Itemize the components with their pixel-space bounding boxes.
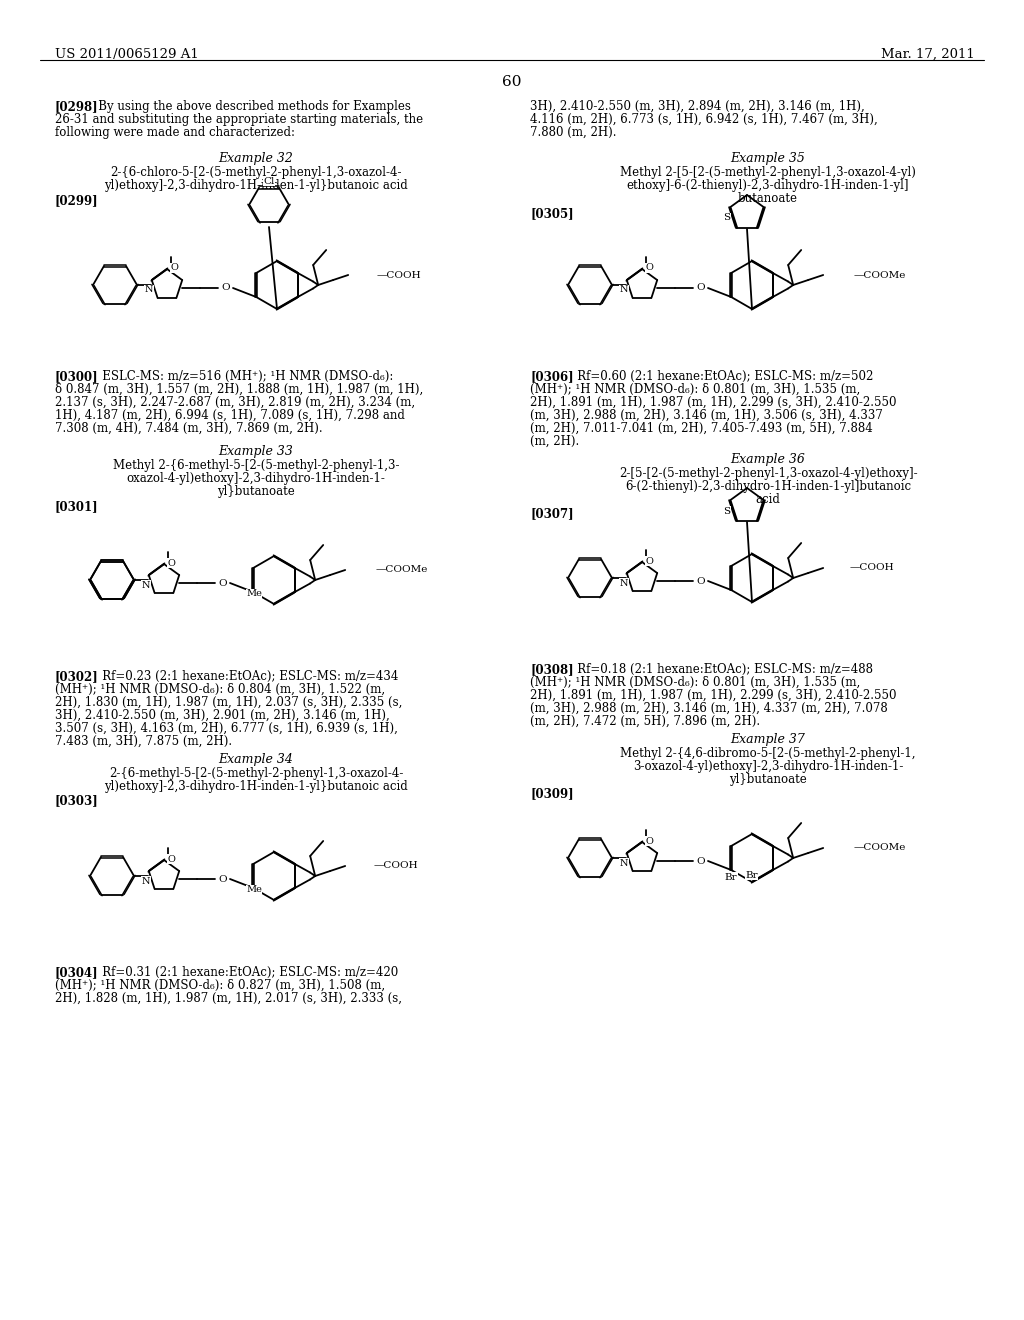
Text: (m, 2H), 7.472 (m, 5H), 7.896 (m, 2H).: (m, 2H), 7.472 (m, 5H), 7.896 (m, 2H). [530,715,760,729]
Text: S: S [723,507,730,516]
Text: N: N [141,876,151,886]
Text: 26-31 and substituting the appropriate starting materials, the: 26-31 and substituting the appropriate s… [55,114,423,125]
Text: —COOMe: —COOMe [375,565,428,574]
Text: [0302]: [0302] [55,671,98,682]
Text: O: O [696,857,706,866]
Text: 7.483 (m, 3H), 7.875 (m, 2H).: 7.483 (m, 3H), 7.875 (m, 2H). [55,735,232,748]
Text: Rf=0.31 (2:1 hexane:EtOAc); ESLC-MS: m/z=420: Rf=0.31 (2:1 hexane:EtOAc); ESLC-MS: m/z… [91,966,398,979]
Text: 6-(2-thienyl)-2,3-dihydro-1H-inden-1-yl]butanoic: 6-(2-thienyl)-2,3-dihydro-1H-inden-1-yl]… [625,480,911,492]
Text: O: O [696,577,706,586]
Text: Me: Me [246,886,262,895]
Text: 2H), 1.830 (m, 1H), 1.987 (m, 1H), 2.037 (s, 3H), 2.335 (s,: 2H), 1.830 (m, 1H), 1.987 (m, 1H), 2.037… [55,696,402,709]
Text: 3.507 (s, 3H), 4.163 (m, 2H), 6.777 (s, 1H), 6.939 (s, 1H),: 3.507 (s, 3H), 4.163 (m, 2H), 6.777 (s, … [55,722,398,735]
Text: 2H), 1.828 (m, 1H), 1.987 (m, 1H), 2.017 (s, 3H), 2.333 (s,: 2H), 1.828 (m, 1H), 1.987 (m, 1H), 2.017… [55,993,402,1005]
Text: US 2011/0065129 A1: US 2011/0065129 A1 [55,48,199,61]
Text: 60: 60 [502,75,522,88]
Text: yl)ethoxy]-2,3-dihydro-1H-inden-1-yl}butanoic acid: yl)ethoxy]-2,3-dihydro-1H-inden-1-yl}but… [104,180,408,191]
Text: 2-{6-methyl-5-[2-(5-methyl-2-phenyl-1,3-oxazol-4-: 2-{6-methyl-5-[2-(5-methyl-2-phenyl-1,3-… [109,767,403,780]
Text: 2-{6-chloro-5-[2-(5-methyl-2-phenyl-1,3-oxazol-4-: 2-{6-chloro-5-[2-(5-methyl-2-phenyl-1,3-… [111,166,401,180]
Text: (MH⁺); ¹H NMR (DMSO-d₆): δ 0.801 (m, 3H), 1.535 (m,: (MH⁺); ¹H NMR (DMSO-d₆): δ 0.801 (m, 3H)… [530,383,860,396]
Text: [0305]: [0305] [530,207,573,220]
Text: 2H), 1.891 (m, 1H), 1.987 (m, 1H), 2.299 (s, 3H), 2.410-2.550: 2H), 1.891 (m, 1H), 1.987 (m, 1H), 2.299… [530,689,896,702]
Text: (m, 3H), 2.988 (m, 2H), 3.146 (m, 1H), 4.337 (m, 2H), 7.078: (m, 3H), 2.988 (m, 2H), 3.146 (m, 1H), 4… [530,702,888,715]
Text: O: O [167,854,175,863]
Text: [0304]: [0304] [55,966,98,979]
Text: Rf=0.60 (2:1 hexane:EtOAc); ESLC-MS: m/z=502: Rf=0.60 (2:1 hexane:EtOAc); ESLC-MS: m/z… [566,370,873,383]
Text: O: O [167,558,175,568]
Text: —COOH: —COOH [376,271,421,280]
Text: —COOH: —COOH [849,564,894,573]
Text: Rf=0.23 (2:1 hexane:EtOAc); ESLC-MS: m/z=434: Rf=0.23 (2:1 hexane:EtOAc); ESLC-MS: m/z… [91,671,398,682]
Text: (m, 2H), 7.011-7.041 (m, 2H), 7.405-7.493 (m, 5H), 7.884: (m, 2H), 7.011-7.041 (m, 2H), 7.405-7.49… [530,422,872,436]
Text: O: O [645,264,653,272]
Text: oxazol-4-yl)ethoxy]-2,3-dihydro-1H-inden-1-: oxazol-4-yl)ethoxy]-2,3-dihydro-1H-inden… [127,473,385,484]
Text: butanoate: butanoate [738,191,798,205]
Text: 2.137 (s, 3H), 2.247-2.687 (m, 3H), 2.819 (m, 2H), 3.234 (m,: 2.137 (s, 3H), 2.247-2.687 (m, 3H), 2.81… [55,396,415,409]
Text: —COOMe: —COOMe [853,271,905,280]
Text: (m, 3H), 2.988 (m, 2H), 3.146 (m, 1H), 3.506 (s, 3H), 4.337: (m, 3H), 2.988 (m, 2H), 3.146 (m, 1H), 3… [530,409,883,422]
Text: (MH⁺); ¹H NMR (DMSO-d₆): δ 0.801 (m, 3H), 1.535 (m,: (MH⁺); ¹H NMR (DMSO-d₆): δ 0.801 (m, 3H)… [530,676,860,689]
Text: 1H), 4.187 (m, 2H), 6.994 (s, 1H), 7.089 (s, 1H), 7.298 and: 1H), 4.187 (m, 2H), 6.994 (s, 1H), 7.089… [55,409,404,422]
Text: O: O [696,284,706,293]
Text: (m, 2H).: (m, 2H). [530,436,580,447]
Text: [0309]: [0309] [530,787,573,800]
Text: Mar. 17, 2011: Mar. 17, 2011 [882,48,975,61]
Text: Methyl 2-[5-[2-(5-methyl-2-phenyl-1,3-oxazol-4-yl): Methyl 2-[5-[2-(5-methyl-2-phenyl-1,3-ox… [621,166,915,180]
Text: Example 37: Example 37 [730,733,806,746]
Text: 3-oxazol-4-yl)ethoxy]-2,3-dihydro-1H-inden-1-: 3-oxazol-4-yl)ethoxy]-2,3-dihydro-1H-ind… [633,760,903,774]
Text: [0308]: [0308] [530,663,573,676]
Text: O: O [645,557,653,565]
Text: N: N [620,578,629,587]
Text: Example 36: Example 36 [730,453,806,466]
Text: Rf=0.18 (2:1 hexane:EtOAc); ESLC-MS: m/z=488: Rf=0.18 (2:1 hexane:EtOAc); ESLC-MS: m/z… [566,663,873,676]
Text: 2H), 1.891 (m, 1H), 1.987 (m, 1H), 2.299 (s, 3H), 2.410-2.550: 2H), 1.891 (m, 1H), 1.987 (m, 1H), 2.299… [530,396,896,409]
Text: Cl: Cl [263,177,274,186]
Text: [0299]: [0299] [55,194,98,207]
Text: acid: acid [756,492,780,506]
Text: yl}butanoate: yl}butanoate [729,774,807,785]
Text: (MH⁺); ¹H NMR (DMSO-d₆): δ 0.827 (m, 3H), 1.508 (m,: (MH⁺); ¹H NMR (DMSO-d₆): δ 0.827 (m, 3H)… [55,979,385,993]
Text: ESLC-MS: m/z=516 (MH⁺); ¹H NMR (DMSO-d₆):: ESLC-MS: m/z=516 (MH⁺); ¹H NMR (DMSO-d₆)… [91,370,393,383]
Text: Br: Br [724,873,737,882]
Text: N: N [620,858,629,867]
Text: Example 32: Example 32 [218,152,294,165]
Text: 2-[5-[2-(5-methyl-2-phenyl-1,3-oxazol-4-yl)ethoxy]-: 2-[5-[2-(5-methyl-2-phenyl-1,3-oxazol-4-… [618,467,918,480]
Text: [0301]: [0301] [55,500,98,513]
Text: following were made and characterized:: following were made and characterized: [55,125,295,139]
Text: N: N [141,581,151,590]
Text: [0306]: [0306] [530,370,573,383]
Text: O: O [645,837,653,846]
Text: O: O [219,578,227,587]
Text: δ 0.847 (m, 3H), 1.557 (m, 2H), 1.888 (m, 1H), 1.987 (m, 1H),: δ 0.847 (m, 3H), 1.557 (m, 2H), 1.888 (m… [55,383,423,396]
Text: yl}butanoate: yl}butanoate [217,484,295,498]
Text: S: S [723,214,730,223]
Text: (MH⁺); ¹H NMR (DMSO-d₆): δ 0.804 (m, 3H), 1.522 (m,: (MH⁺); ¹H NMR (DMSO-d₆): δ 0.804 (m, 3H)… [55,682,385,696]
Text: [0307]: [0307] [530,507,573,520]
Text: Methyl 2-{6-methyl-5-[2-(5-methyl-2-phenyl-1,3-: Methyl 2-{6-methyl-5-[2-(5-methyl-2-phen… [113,459,399,473]
Text: 4.116 (m, 2H), 6.773 (s, 1H), 6.942 (s, 1H), 7.467 (m, 3H),: 4.116 (m, 2H), 6.773 (s, 1H), 6.942 (s, … [530,114,878,125]
Text: 3H), 2.410-2.550 (m, 3H), 2.901 (m, 2H), 3.146 (m, 1H),: 3H), 2.410-2.550 (m, 3H), 2.901 (m, 2H),… [55,709,390,722]
Text: N: N [620,285,629,294]
Text: 7.880 (m, 2H).: 7.880 (m, 2H). [530,125,616,139]
Text: —COOMe: —COOMe [853,843,905,853]
Text: yl)ethoxy]-2,3-dihydro-1H-inden-1-yl}butanoic acid: yl)ethoxy]-2,3-dihydro-1H-inden-1-yl}but… [104,780,408,793]
Text: Example 34: Example 34 [218,752,294,766]
Text: Example 35: Example 35 [730,152,806,165]
Text: [0298]: [0298] [55,100,98,114]
Text: —COOH: —COOH [373,862,418,870]
Text: Example 33: Example 33 [218,445,294,458]
Text: By using the above described methods for Examples: By using the above described methods for… [87,100,411,114]
Text: 3H), 2.410-2.550 (m, 3H), 2.894 (m, 2H), 3.146 (m, 1H),: 3H), 2.410-2.550 (m, 3H), 2.894 (m, 2H),… [530,100,864,114]
Text: 7.308 (m, 4H), 7.484 (m, 3H), 7.869 (m, 2H).: 7.308 (m, 4H), 7.484 (m, 3H), 7.869 (m, … [55,422,323,436]
Text: [0303]: [0303] [55,795,98,807]
Text: N: N [144,285,154,294]
Text: Me: Me [246,590,262,598]
Text: Methyl 2-{4,6-dibromo-5-[2-(5-methyl-2-phenyl-1,: Methyl 2-{4,6-dibromo-5-[2-(5-methyl-2-p… [621,747,915,760]
Text: ethoxy]-6-(2-thienyl)-2,3-dihydro-1H-inden-1-yl]: ethoxy]-6-(2-thienyl)-2,3-dihydro-1H-ind… [627,180,909,191]
Text: O: O [221,284,230,293]
Text: Br: Br [745,870,758,879]
Text: [0300]: [0300] [55,370,98,383]
Text: O: O [170,264,178,272]
Text: O: O [219,874,227,883]
